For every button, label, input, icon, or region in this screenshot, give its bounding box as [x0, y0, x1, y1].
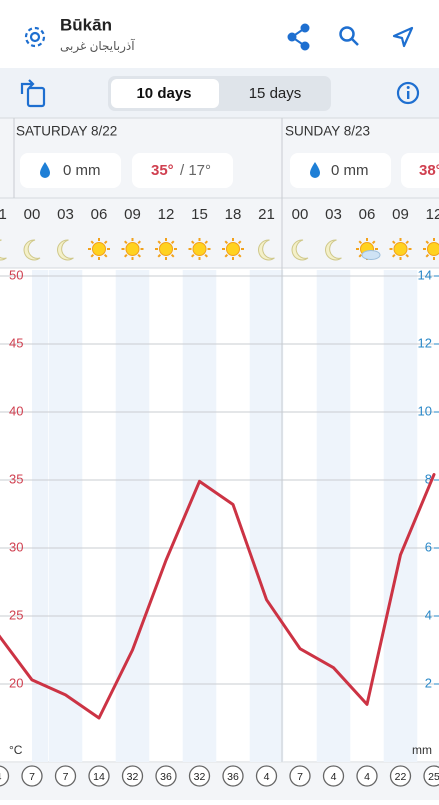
y2-tick-label: 4	[425, 607, 432, 622]
wind-speed: 22	[395, 771, 407, 783]
hour-label: 00	[24, 206, 41, 223]
wind-speed: 4	[331, 771, 337, 783]
y-tick-label: 20	[9, 675, 23, 690]
sun-disc	[193, 243, 206, 256]
sun-disc	[93, 243, 106, 256]
location-title: Būkān	[60, 15, 112, 34]
wind-speed: 7	[297, 771, 303, 783]
hour-label: 21	[258, 206, 275, 223]
y2-tick-label: 10	[418, 403, 432, 418]
wind-speed: 32	[194, 771, 206, 783]
wind-speed: 36	[227, 771, 239, 783]
wind-speed: 36	[160, 771, 172, 783]
y-tick-label: 45	[9, 335, 23, 350]
wind-speed: 4	[364, 771, 370, 783]
sun-disc	[394, 243, 407, 256]
wind-speed: 4	[264, 771, 270, 783]
hour-label: 06	[91, 206, 108, 223]
wind-speed: 4	[0, 771, 2, 783]
y-tick-label: 35	[9, 471, 23, 486]
temp-high: 35°	[151, 162, 174, 179]
y-tick-label: 40	[9, 403, 23, 418]
sun-disc	[227, 243, 240, 256]
sun-disc	[428, 243, 439, 256]
y2-axis-label: mm	[412, 743, 432, 757]
hour-label: 06	[359, 206, 376, 223]
wind-speed: 32	[127, 771, 139, 783]
y-axis-label: °C	[9, 743, 23, 757]
y2-tick-label: 2	[425, 675, 432, 690]
hour-label: 03	[57, 206, 74, 223]
y-tick-label: 25	[9, 607, 23, 622]
y-tick-label: 30	[9, 539, 23, 554]
sun-disc	[126, 243, 139, 256]
hour-label: 03	[325, 206, 342, 223]
precip: 0 mm	[331, 162, 369, 179]
precip: 0 mm	[63, 162, 101, 179]
tab[interactable]: 10 days	[136, 85, 191, 102]
hour-label: 12	[158, 206, 175, 223]
hour-label: 09	[124, 206, 141, 223]
hour-label: 21	[0, 206, 7, 223]
day-label: SATURDAY 8/22	[16, 124, 117, 139]
wind-speed: 7	[63, 771, 69, 783]
day-header-bg	[0, 118, 439, 268]
hour-label: 00	[292, 206, 309, 223]
location-subtitle: آذربایجان غربی	[60, 38, 135, 54]
temp-low: / 17°	[180, 162, 211, 179]
cloud	[362, 251, 380, 260]
tab[interactable]: 15 days	[249, 85, 302, 102]
y2-tick-label: 14	[418, 267, 432, 282]
day-label: SUNDAY 8/23	[285, 124, 370, 139]
y2-tick-label: 6	[425, 539, 432, 554]
hour-label: 15	[191, 206, 208, 223]
wind-speed: 7	[29, 771, 35, 783]
sun-disc	[160, 243, 173, 256]
y-tick-label: 50	[9, 267, 23, 282]
wind-speed: 14	[93, 771, 105, 783]
hour-label: 09	[392, 206, 409, 223]
hour-label: 18	[225, 206, 242, 223]
wind-speed: 25	[428, 771, 439, 783]
hour-label: 12	[426, 206, 439, 223]
y2-tick-label: 12	[418, 335, 432, 350]
temp-high: 38°	[419, 162, 439, 179]
